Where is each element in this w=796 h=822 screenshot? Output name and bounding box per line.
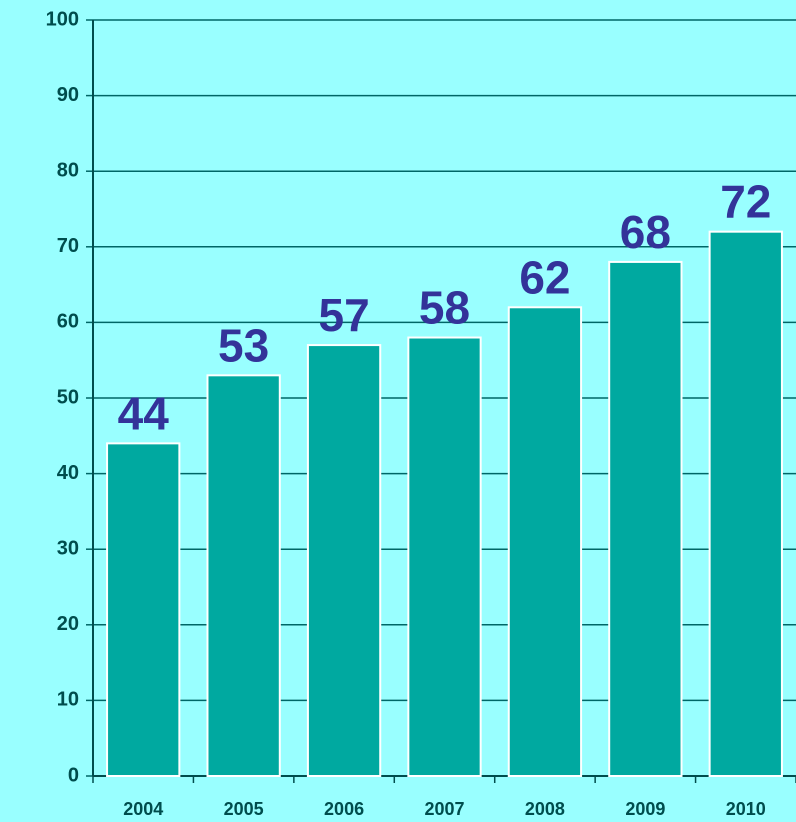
- x-tick-label: 2008: [525, 799, 565, 819]
- y-tick-label: 70: [57, 235, 79, 257]
- data-label: 68: [620, 206, 671, 258]
- data-label: 62: [519, 251, 570, 303]
- data-label: 57: [318, 289, 369, 341]
- y-tick-label: 0: [68, 764, 79, 786]
- bar: [507, 306, 583, 777]
- y-tick-label: 20: [57, 613, 79, 635]
- data-label: 53: [218, 319, 269, 371]
- x-tick-label: 2007: [424, 799, 464, 819]
- x-tick-label: 2006: [324, 799, 364, 819]
- bar: [407, 336, 482, 777]
- x-tick-label: 2009: [625, 799, 665, 819]
- bar: [708, 230, 783, 777]
- y-tick-label: 40: [57, 462, 79, 484]
- bar: [306, 344, 382, 777]
- y-tick-label: 30: [57, 537, 79, 559]
- bar: [106, 442, 181, 777]
- data-label: 44: [118, 387, 170, 439]
- x-tick-label: 2004: [123, 799, 163, 819]
- y-tick-label: 50: [57, 386, 79, 408]
- y-tick-label: 80: [57, 159, 79, 181]
- bar: [608, 260, 683, 778]
- y-tick-label: 90: [57, 84, 79, 106]
- x-tick-label: 2010: [726, 799, 766, 819]
- bar: [206, 374, 281, 777]
- x-tick-label: 2005: [224, 799, 264, 819]
- y-tick-label: 10: [57, 689, 79, 711]
- data-label: 72: [720, 176, 771, 228]
- y-tick-label: 100: [46, 8, 79, 30]
- data-label: 58: [419, 282, 470, 334]
- y-tick-label: 60: [57, 311, 79, 333]
